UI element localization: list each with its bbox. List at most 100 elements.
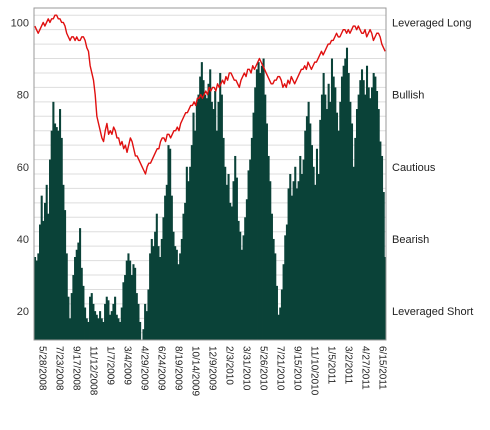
x-tick-label: 1/7/2009 <box>104 346 115 385</box>
bar <box>165 184 168 340</box>
bar <box>257 62 260 340</box>
bar <box>279 307 282 340</box>
bar <box>290 195 293 340</box>
bar <box>277 314 280 340</box>
bar <box>42 220 45 340</box>
bar <box>169 148 172 340</box>
bar <box>54 123 57 340</box>
bar <box>250 137 253 340</box>
bar <box>347 72 350 341</box>
bar <box>294 166 297 340</box>
y-tick-label: 40 <box>17 234 29 246</box>
bar <box>64 210 67 340</box>
bar <box>312 166 315 340</box>
bar <box>34 257 37 340</box>
bar <box>150 238 153 340</box>
bar <box>332 76 335 340</box>
bar <box>234 155 237 340</box>
bar <box>120 307 123 340</box>
bar <box>70 293 73 340</box>
bar <box>164 195 167 340</box>
bar <box>114 296 117 340</box>
bar <box>254 87 257 340</box>
bar <box>260 65 263 341</box>
bar <box>137 303 140 340</box>
bar <box>49 159 52 340</box>
bar <box>295 188 298 340</box>
bar <box>100 318 103 340</box>
bar <box>330 58 334 341</box>
bar <box>350 123 354 340</box>
bar <box>162 217 165 340</box>
bar <box>379 141 382 340</box>
bar <box>52 101 55 340</box>
bar <box>87 321 90 340</box>
bar <box>200 62 203 340</box>
bar <box>190 145 193 340</box>
bar <box>245 199 248 340</box>
x-tick-label: 6/15/2011 <box>376 346 387 390</box>
bar <box>65 253 68 340</box>
bar <box>232 181 235 340</box>
bar <box>99 311 102 340</box>
bar <box>320 94 324 340</box>
bar <box>370 87 374 340</box>
bar <box>215 130 218 340</box>
bar <box>372 72 375 341</box>
bar <box>289 174 292 340</box>
right-axis-labels: Leveraged Long Bullish Cautious Bearish Leve… <box>392 17 473 318</box>
bar <box>194 130 197 340</box>
bar <box>219 72 222 341</box>
bar <box>62 184 65 340</box>
bar <box>94 311 97 340</box>
bar <box>300 174 303 340</box>
bar <box>337 130 340 340</box>
bar <box>102 321 105 340</box>
bar <box>274 253 277 340</box>
bar <box>354 137 357 340</box>
bar <box>319 119 322 341</box>
bar <box>175 249 178 340</box>
bar <box>229 202 232 340</box>
bar <box>199 76 202 340</box>
bar <box>315 148 318 340</box>
y-tick-label: 100 <box>11 17 29 29</box>
bar <box>210 101 213 340</box>
bar <box>50 130 53 340</box>
y-tick-label: 20 <box>17 306 29 318</box>
bar <box>167 145 170 340</box>
bar <box>252 112 255 341</box>
x-tick-label: 9/17/2008 <box>70 346 81 391</box>
bar <box>222 137 225 340</box>
bar <box>152 246 155 340</box>
plot-frame <box>33 7 387 341</box>
bar <box>77 242 80 340</box>
bar <box>60 137 63 340</box>
right-axis-label: Leveraged Long <box>392 17 472 29</box>
bar <box>212 109 215 340</box>
bar <box>204 94 207 340</box>
bar <box>299 155 302 340</box>
bar <box>344 58 347 341</box>
bar <box>122 282 125 340</box>
bar <box>72 275 75 340</box>
bar <box>214 91 217 340</box>
bar <box>115 314 118 340</box>
x-tick-label: 2/3/2010 <box>223 346 234 385</box>
bar <box>287 188 290 340</box>
bar <box>265 123 268 340</box>
bar <box>374 76 377 340</box>
bar <box>325 109 329 340</box>
bar <box>264 94 267 340</box>
bar <box>95 314 98 340</box>
bar <box>297 181 300 340</box>
bar <box>67 296 70 340</box>
bar <box>207 83 210 340</box>
bar <box>170 195 173 340</box>
bar <box>142 329 145 340</box>
bar <box>107 300 110 340</box>
bar <box>359 80 362 341</box>
bar <box>244 217 247 340</box>
bar <box>334 87 337 340</box>
